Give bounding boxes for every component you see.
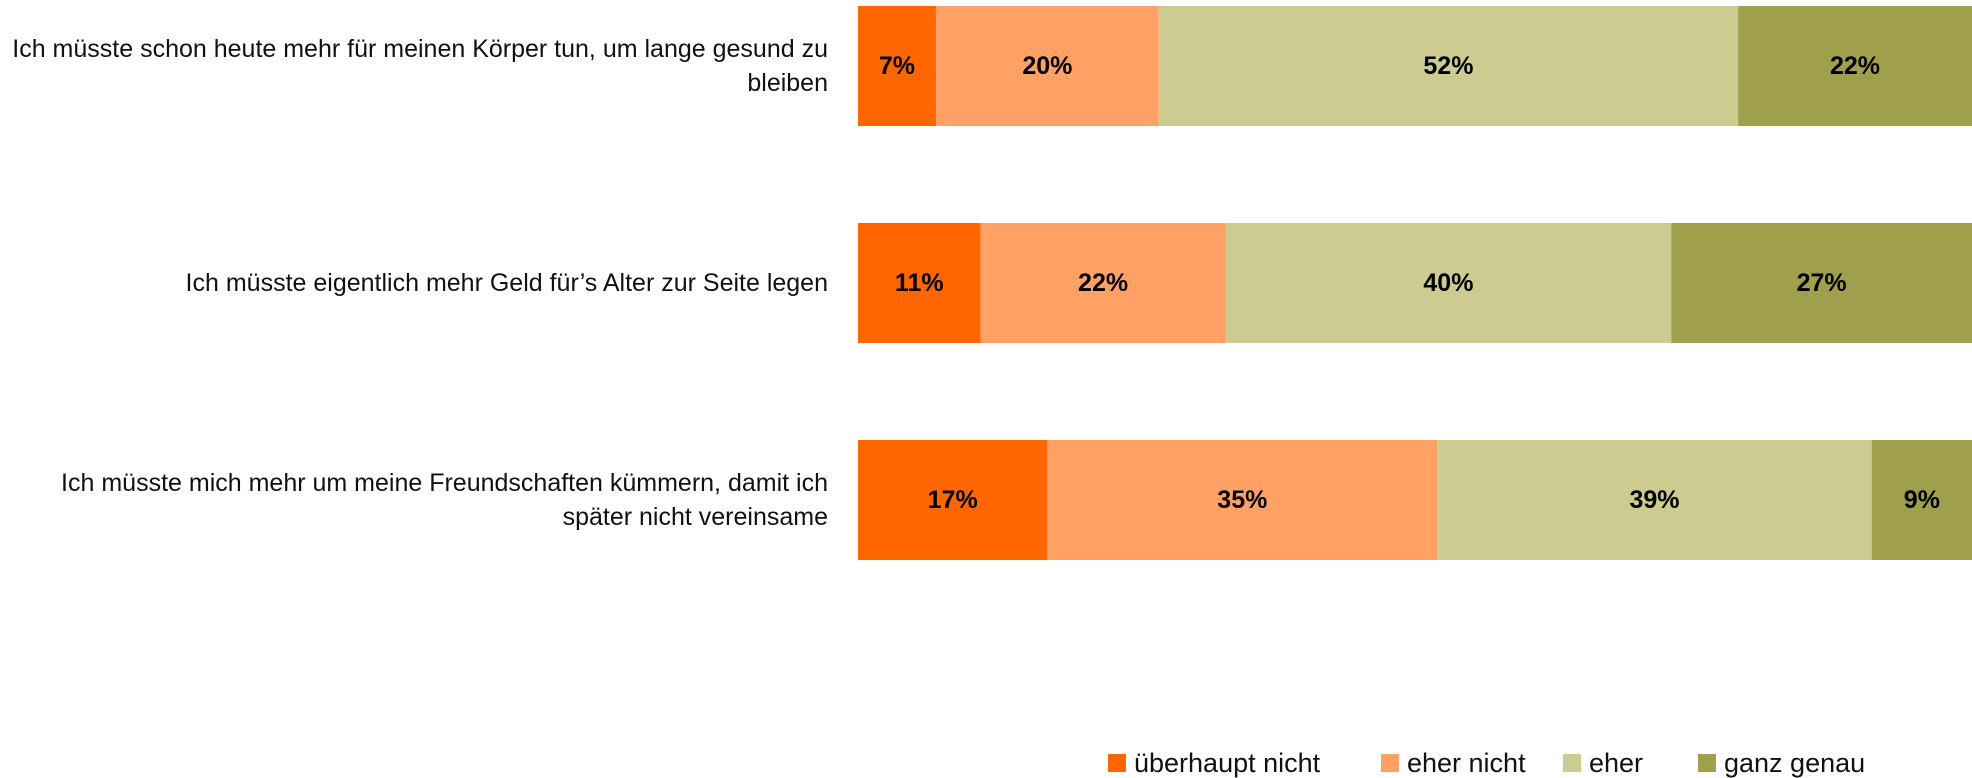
bar-segment <box>858 223 981 343</box>
bar-segment <box>1671 223 1972 343</box>
category-label: Ich müsste mich mehr um meine Freundscha… <box>0 466 828 534</box>
bar-segment <box>1047 440 1438 560</box>
bar-segment <box>858 6 936 126</box>
legend-swatch <box>1381 754 1399 772</box>
legend-swatch <box>1108 754 1126 772</box>
category-text: Ich müsste eigentlich mehr Geld für’s Al… <box>185 269 828 297</box>
legend-label: ganz genau <box>1724 748 1865 778</box>
legend-label: eher nicht <box>1407 748 1526 778</box>
data-label: 22% <box>1830 52 1880 80</box>
data-label: 20% <box>1022 52 1072 80</box>
bar-segment <box>858 440 1048 560</box>
bar-segment <box>1437 440 1872 560</box>
data-label: 11% <box>895 269 944 297</box>
bar-segment <box>1225 223 1672 343</box>
legend-label: eher <box>1589 748 1643 778</box>
data-label: 17% <box>928 486 978 514</box>
data-label: 9% <box>1904 486 1940 514</box>
category-text: Ich müsste schon heute mehr für meinen K… <box>12 35 828 97</box>
data-label: 52% <box>1423 52 1473 80</box>
category-label: Ich müsste schon heute mehr für meinen K… <box>0 32 828 100</box>
legend-label: überhaupt nicht <box>1134 748 1321 778</box>
bar-segment <box>1158 6 1739 126</box>
category-label: Ich müsste eigentlich mehr Geld für’s Al… <box>0 266 828 300</box>
bar-segment <box>980 223 1226 343</box>
bar-segment <box>1871 440 1972 560</box>
data-label: 22% <box>1078 269 1128 297</box>
data-label: 7% <box>879 52 915 80</box>
data-label: 27% <box>1797 269 1847 297</box>
bar-segment <box>935 6 1159 126</box>
data-label: 35% <box>1217 486 1267 514</box>
legend-swatch <box>1563 754 1581 772</box>
data-label: 39% <box>1629 486 1679 514</box>
bar-segment <box>1738 6 1972 126</box>
data-label: 40% <box>1423 269 1473 297</box>
category-text: Ich müsste mich mehr um meine Freundscha… <box>61 469 828 531</box>
legend-swatch <box>1698 754 1716 772</box>
